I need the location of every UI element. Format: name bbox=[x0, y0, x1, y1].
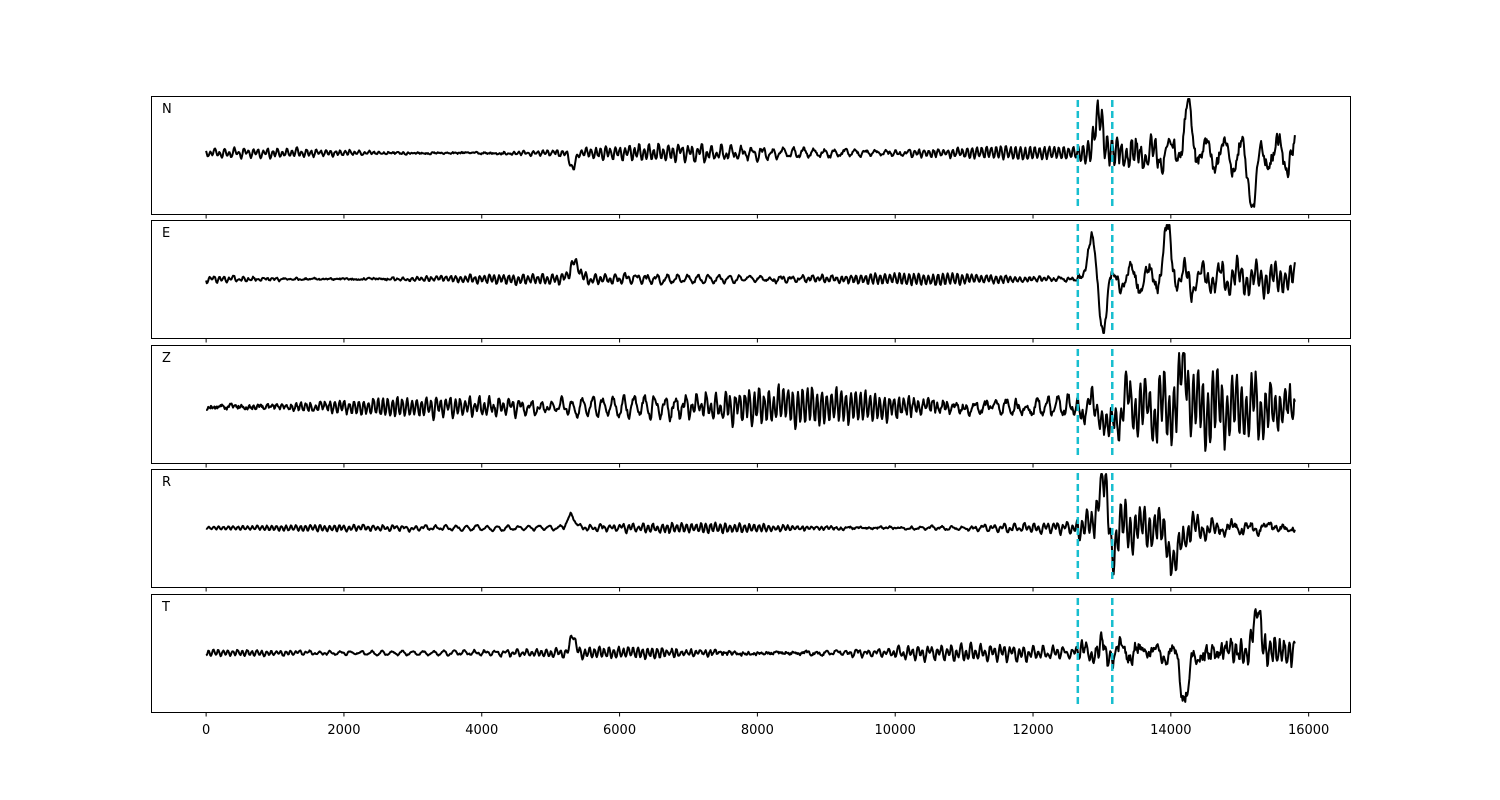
x-tick-label: 12000 bbox=[1012, 723, 1053, 738]
panel-label: Z bbox=[162, 351, 171, 366]
panel-label: R bbox=[162, 475, 171, 490]
panel-n: N bbox=[151, 96, 1351, 219]
waveform-trace bbox=[205, 98, 1296, 208]
x-tick-label: 10000 bbox=[875, 723, 916, 738]
x-tick-label: 8000 bbox=[741, 723, 774, 738]
panel-e: E bbox=[151, 220, 1351, 343]
x-tick-label: 0 bbox=[202, 723, 210, 738]
panel-z: Z bbox=[151, 345, 1351, 468]
x-axis: 0 2000 4000 6000 8000 10000 12000 14000 16000 bbox=[202, 723, 1329, 738]
panels-group: N E Z R T bbox=[151, 96, 1351, 717]
panel-label: E bbox=[162, 226, 170, 241]
waveform-trace bbox=[205, 224, 1296, 334]
panel-label: T bbox=[161, 600, 170, 615]
panel-frame bbox=[151, 594, 1351, 713]
x-tick-label: 4000 bbox=[465, 723, 498, 738]
x-tick-label: 2000 bbox=[327, 723, 360, 738]
x-tick-label: 6000 bbox=[603, 723, 636, 738]
panel-frame bbox=[151, 345, 1351, 464]
panel-r: R bbox=[151, 469, 1351, 592]
panel-frame bbox=[151, 469, 1351, 588]
x-tick-label: 16000 bbox=[1288, 723, 1329, 738]
waveform-trace bbox=[205, 608, 1296, 703]
x-tick-label: 14000 bbox=[1150, 723, 1191, 738]
waveform-trace bbox=[205, 352, 1296, 452]
panel-t: T bbox=[151, 594, 1351, 717]
panel-frame bbox=[151, 220, 1351, 339]
panel-label: N bbox=[162, 102, 172, 117]
panel-frame bbox=[151, 96, 1351, 215]
waveform-trace bbox=[205, 473, 1296, 577]
pick-lines-group bbox=[1076, 100, 1114, 708]
